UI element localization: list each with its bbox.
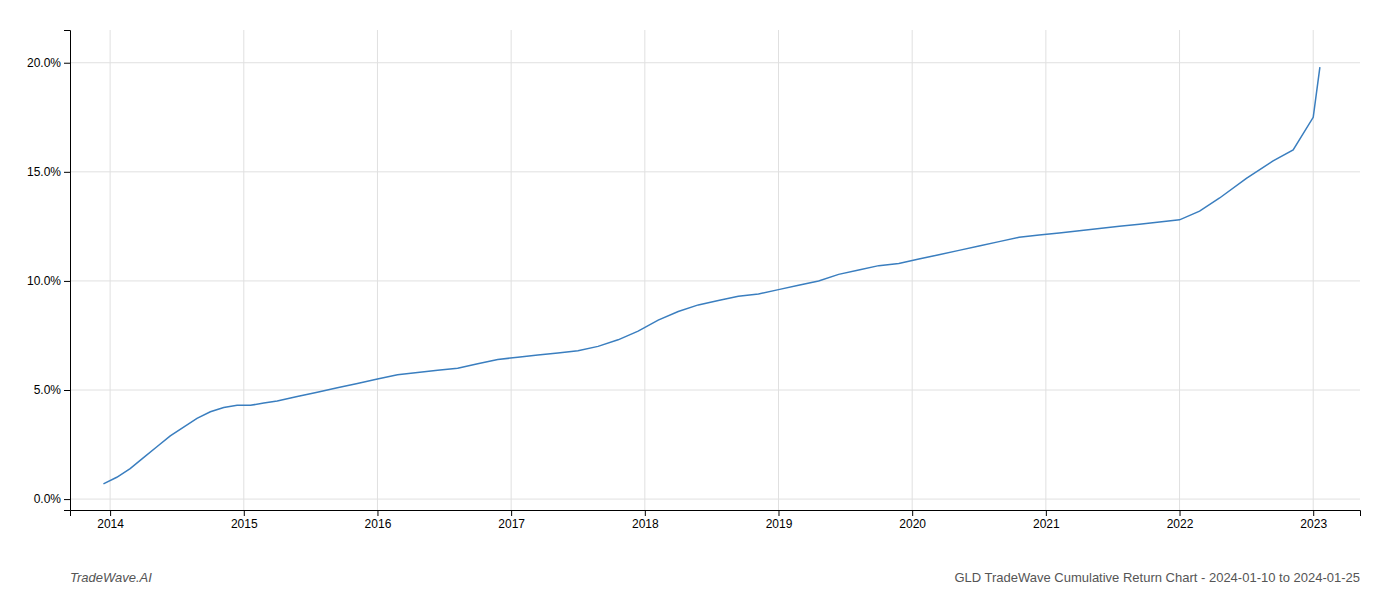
tick-mark [64,499,70,500]
grid-line [70,280,1360,281]
tick-label: 2014 [97,517,124,531]
tick: 2019 [766,510,793,531]
grid-line [1045,30,1046,510]
tick-label: 10.0% [27,274,61,288]
tick-label: 2020 [899,517,926,531]
tick: 10.0% [27,274,70,288]
tick: 2022 [1167,510,1194,531]
tick-label: 0.0% [34,492,62,506]
title: GLD TradeWave Cumulative Return Chart - … [954,570,1360,585]
tick-mark [645,510,646,516]
tick-mark [110,510,111,516]
grid-line [644,30,645,510]
tick: 0.0% [34,492,70,506]
chart-container: 2014 2015 2016 2017 2018 2019 2020 2021 2022 2023… [0,0,1400,600]
tick-label: 20.0% [27,56,61,70]
tick: 5.0% [34,383,70,397]
tick: 2018 [632,510,659,531]
grid-line [110,30,111,510]
tick-mark [1313,510,1314,516]
grid-line [1313,30,1314,510]
tick-mark [1180,510,1181,516]
tick-mark [377,510,378,516]
tick-label: 5.0% [34,383,62,397]
y-axis: 0.0% 5.0% 10.0% 15.0% 20.0% [27,31,71,511]
grid-line [70,62,1360,63]
grid-line [243,30,244,510]
tick-label: 2015 [231,517,258,531]
tick: 2023 [1300,510,1327,531]
tick-label: 2019 [766,517,793,531]
grid-line [70,390,1360,391]
tick-mark [64,63,70,64]
tick-mark [778,510,779,516]
tick-label: 15.0% [27,165,61,179]
grid-line [377,30,378,510]
tick: 2015 [231,510,258,531]
tick-label: 2017 [498,517,525,531]
tick-mark [1046,510,1047,516]
grid-line [511,30,512,510]
tick-mark [912,510,913,516]
tick-mark [64,281,70,282]
x-axis: 2014 2015 2016 2017 2018 2019 2020 2021 2022 2023 [71,510,1361,531]
tick-mark [64,172,70,173]
tick: 15.0% [27,165,70,179]
plot [103,67,1319,484]
grid-line [1179,30,1180,510]
tick: 2016 [365,510,392,531]
tick-label: 2022 [1167,517,1194,531]
tick-mark [511,510,512,516]
chart: 2014 2015 2016 2017 2018 2019 2020 2021 2022 2023… [0,0,1400,600]
tick-mark [64,390,70,391]
tick: 2017 [498,510,525,531]
tick-label: 2018 [632,517,659,531]
tick-mark [244,510,245,516]
grid [70,30,1360,510]
grid-line [70,171,1360,172]
axis-line [64,31,71,511]
tick-label: 2016 [365,517,392,531]
tick-label: 2023 [1300,517,1327,531]
line [103,67,1319,484]
tick: 2020 [899,510,926,531]
axis-line [71,511,1361,517]
grid-line [778,30,779,510]
grid-line [70,499,1360,500]
grid-line [912,30,913,510]
tick: 2021 [1033,510,1060,531]
tick: 2014 [97,510,124,531]
tick-label: 2021 [1033,517,1060,531]
watermark: TradeWave.AI [70,570,152,585]
tick: 20.0% [27,56,70,70]
